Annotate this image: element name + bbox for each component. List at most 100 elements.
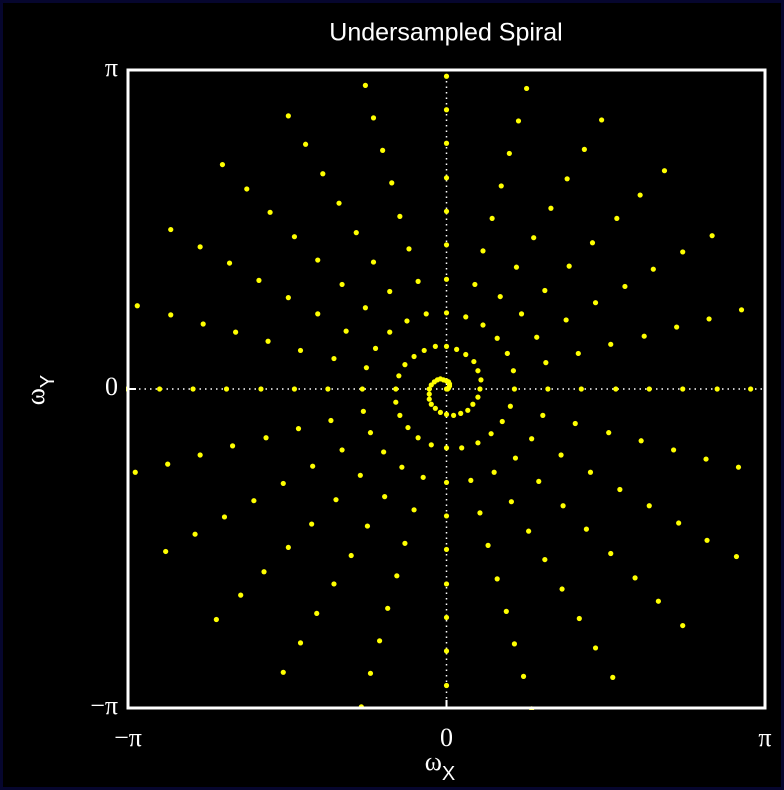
point: [646, 386, 652, 392]
point: [704, 537, 710, 543]
point: [558, 452, 564, 458]
point: [513, 264, 520, 270]
point: [748, 386, 754, 392]
point: [592, 645, 599, 651]
point: [331, 581, 337, 587]
point: [478, 377, 484, 383]
point: [454, 346, 460, 352]
point: [372, 345, 379, 351]
point: [606, 430, 612, 436]
point: [200, 321, 206, 327]
point: [197, 244, 203, 250]
point: [291, 386, 298, 392]
point: [706, 316, 712, 322]
point: [219, 161, 226, 168]
point: [526, 528, 532, 534]
point: [370, 259, 377, 265]
y-axis-label: ωY: [21, 375, 59, 405]
point: [362, 82, 368, 88]
point: [426, 386, 432, 392]
point: [523, 85, 530, 92]
point: [503, 608, 509, 614]
point: [529, 436, 535, 442]
point: [381, 449, 387, 455]
point: [343, 328, 349, 334]
point: [443, 581, 450, 587]
point: [404, 318, 410, 324]
point: [592, 300, 599, 306]
point: [258, 386, 264, 392]
point: [463, 351, 469, 358]
point: [543, 359, 549, 366]
point: [423, 311, 429, 317]
point: [367, 430, 374, 436]
point: [399, 464, 405, 470]
point: [362, 305, 368, 311]
point: [443, 276, 450, 282]
point: [738, 307, 745, 313]
point: [190, 386, 196, 392]
x-tick-label: π: [758, 723, 771, 752]
x-axis-label-main: ω: [425, 747, 442, 776]
point: [575, 350, 581, 357]
point: [599, 117, 605, 123]
point: [463, 314, 469, 320]
point: [402, 540, 408, 546]
point: [468, 477, 474, 483]
point: [450, 412, 457, 419]
point: [443, 614, 450, 621]
point: [518, 311, 525, 317]
ticks: −π 0 π −π 0 π: [90, 53, 771, 752]
point: [364, 523, 371, 529]
chart-title: Undersampled Spiral: [329, 19, 562, 47]
point: [437, 409, 444, 415]
point: [443, 479, 450, 486]
point: [512, 455, 519, 461]
point: [421, 347, 427, 354]
point: [402, 362, 408, 368]
point: [733, 553, 740, 560]
point: [632, 575, 638, 581]
point: [197, 452, 203, 458]
point: [363, 365, 370, 371]
point: [132, 469, 138, 475]
point: [480, 248, 486, 254]
point: [265, 338, 271, 344]
point: [443, 242, 450, 248]
point: [353, 230, 359, 236]
point: [542, 556, 548, 563]
point: [613, 386, 619, 392]
point: [394, 573, 400, 579]
point: [387, 329, 393, 335]
y-axis-label-main: ω: [21, 388, 50, 405]
point: [426, 396, 432, 402]
point: [387, 288, 393, 295]
point: [415, 278, 421, 284]
point: [491, 469, 497, 475]
point: [480, 322, 486, 328]
point: [735, 464, 742, 470]
point: [336, 200, 342, 206]
point: [489, 215, 495, 222]
point: [504, 350, 510, 357]
point: [676, 520, 682, 526]
point: [608, 550, 614, 557]
point: [360, 408, 366, 414]
point: [420, 474, 426, 480]
point: [655, 598, 661, 604]
point: [617, 486, 623, 493]
point: [674, 324, 680, 330]
point: [223, 386, 230, 392]
point: [458, 410, 464, 416]
x-axis-label: ωX: [425, 747, 455, 785]
point: [542, 287, 548, 294]
point: [134, 303, 140, 309]
point: [578, 386, 584, 392]
background: [3, 3, 781, 787]
point: [315, 311, 321, 317]
point: [380, 147, 386, 153]
point: [295, 426, 302, 432]
point: [280, 480, 286, 487]
point: [389, 180, 395, 186]
